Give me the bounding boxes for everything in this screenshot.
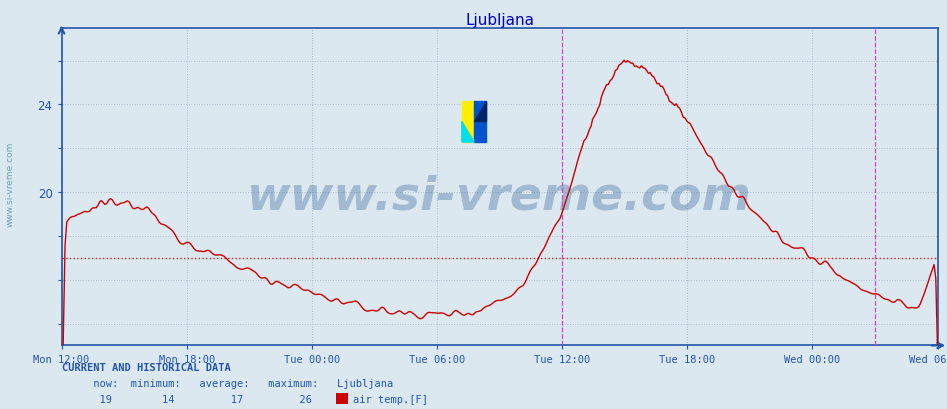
Text: air temp.[F]: air temp.[F] <box>353 393 428 404</box>
Polygon shape <box>474 101 487 122</box>
Bar <box>462 101 474 143</box>
Text: CURRENT AND HISTORICAL DATA: CURRENT AND HISTORICAL DATA <box>62 362 230 372</box>
Title: Ljubljana: Ljubljana <box>465 13 534 27</box>
Text: now:  minimum:   average:   maximum:   Ljubljana: now: minimum: average: maximum: Ljubljan… <box>62 378 393 389</box>
Bar <box>474 101 487 143</box>
Polygon shape <box>462 122 474 143</box>
Text: www.si-vreme.com: www.si-vreme.com <box>6 142 15 227</box>
Text: www.si-vreme.com: www.si-vreme.com <box>247 174 752 219</box>
Text: 19        14         17         26: 19 14 17 26 <box>62 393 312 404</box>
